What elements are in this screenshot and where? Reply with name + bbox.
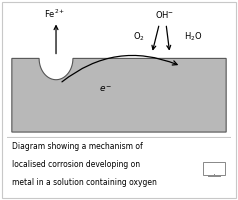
- FancyArrowPatch shape: [62, 55, 177, 82]
- Text: e$^-$: e$^-$: [99, 85, 113, 94]
- Text: Diagram showing a mechanism of: Diagram showing a mechanism of: [12, 142, 143, 151]
- Text: O$_2$: O$_2$: [133, 31, 145, 43]
- Text: metal in a solution containing oxygen: metal in a solution containing oxygen: [12, 178, 157, 187]
- Text: Fe$^{2+}$: Fe$^{2+}$: [45, 7, 66, 20]
- Polygon shape: [12, 58, 226, 132]
- Text: OH$^{-}$: OH$^{-}$: [155, 9, 175, 20]
- Text: H$_2$O: H$_2$O: [184, 31, 203, 43]
- Text: localised corrosion developing on: localised corrosion developing on: [12, 160, 140, 169]
